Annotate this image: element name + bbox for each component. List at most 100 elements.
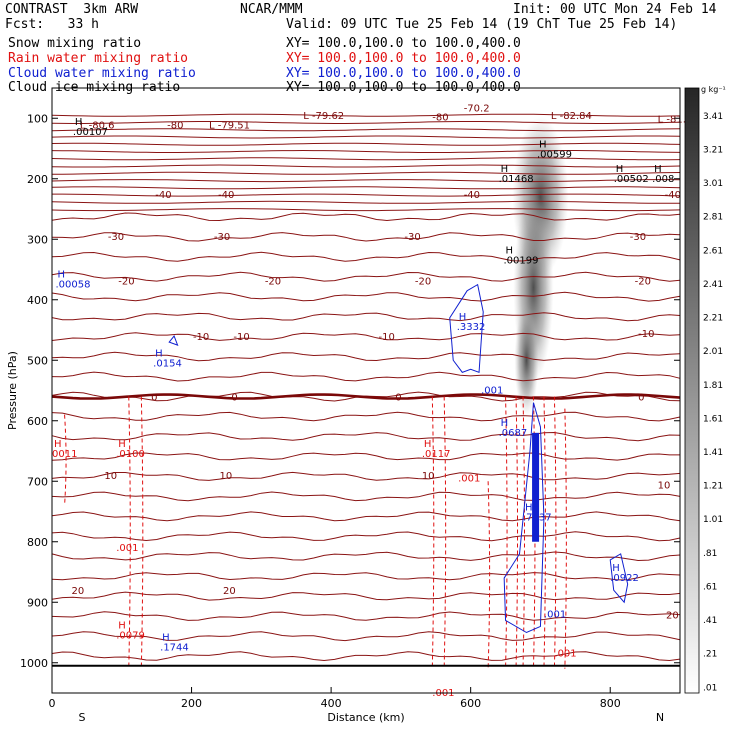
extrema-value-label: .00199: [503, 255, 538, 266]
y-tick-label: 300: [27, 233, 48, 246]
isotherm-label: L -82.84: [551, 111, 592, 122]
rain-contour-line: [543, 396, 546, 669]
isotherm-label: -40: [218, 190, 234, 201]
extrema-value-label: .0922: [610, 573, 639, 584]
colorbar-label: .81: [703, 549, 717, 559]
isotherm-line: [51, 431, 681, 442]
legend-cloud-water-xy: XY= 100.0,100.0 to 100.0,400.0: [286, 66, 521, 81]
y-tick-label: 900: [27, 596, 48, 609]
isotherm-line: [51, 371, 681, 382]
extrema-value-label: .0100: [116, 449, 145, 460]
legend-cloud-water-label: Cloud water mixing ratio: [8, 66, 196, 81]
rain-contour-line: [564, 408, 567, 669]
rain-contour-line: [487, 481, 491, 669]
isotherm-line: [51, 351, 681, 362]
isotherm-label: L -79.51: [209, 120, 250, 131]
isotherm-line: [51, 332, 681, 341]
rain-contour-line: [128, 396, 131, 669]
extrema-value-label: .3332: [457, 322, 486, 333]
isotherm-label: 20: [666, 610, 679, 621]
isotherm-line: [51, 208, 681, 212]
x-tick-label: 0: [49, 697, 56, 710]
extrema-marker: H: [118, 621, 126, 632]
extrema-marker: H: [155, 348, 163, 359]
extrema-value-label: .001: [432, 688, 454, 699]
cloud-water-core: [532, 432, 540, 542]
isotherm-line: [51, 452, 680, 461]
x-axis-label: Distance (km): [327, 711, 404, 724]
init-time: Init: 00 UTC Mon 24 Feb 14: [513, 2, 717, 17]
isotherm-line: [51, 251, 681, 262]
extrema-marker: H: [539, 140, 547, 151]
extrema-value-label: .0687: [499, 428, 528, 439]
isotherm-line: [51, 171, 681, 175]
colorbar-label: 1.01: [703, 515, 723, 525]
forecast-hour: Fcst: 33 h: [5, 17, 99, 32]
colorbar-label: 3.21: [703, 146, 723, 156]
isotherm-line: [51, 471, 681, 481]
isotherm-line: [51, 113, 681, 117]
isotherm-line: [51, 135, 681, 139]
isotherm-line: [51, 312, 681, 322]
isotherm-label: -30: [214, 232, 230, 243]
extrema-marker: H: [505, 245, 513, 256]
rain-contour-line: [443, 396, 447, 669]
isotherm-label: 20: [72, 586, 85, 597]
legend-rain-label: Rain water mixing ratio: [8, 51, 189, 66]
isotherm-label: L -80.6: [80, 120, 115, 131]
colorbar-label: 1.81: [703, 381, 723, 391]
snow-plume-lower: [514, 305, 539, 416]
isotherm-label: 0: [638, 393, 644, 404]
isotherm-label: 10: [422, 471, 435, 482]
colorbar-label: 2.41: [703, 280, 723, 290]
extrema-value-label: 0011: [52, 449, 77, 460]
colorbar-label: 3.41: [703, 112, 723, 122]
isotherm-label: -30: [108, 232, 124, 243]
isotherm-line: [51, 611, 681, 621]
extrema-value-label: .01468: [499, 174, 534, 185]
isotherm-label: -70.2: [464, 103, 490, 114]
y-tick-label: 100: [27, 112, 48, 125]
model-title: CONTRAST 3km ARW: [5, 2, 139, 17]
isotherm-label: -20: [635, 276, 651, 287]
y-tick-label: 200: [27, 173, 48, 186]
extrema-marker: H: [612, 563, 620, 574]
extrema-value-label: .001: [481, 386, 503, 397]
rain-contour-line: [553, 396, 557, 669]
colorbar-label: 2.01: [703, 347, 723, 357]
isotherm-line: [51, 491, 681, 502]
cloud-water-contour: [449, 283, 484, 374]
extrema-marker: H: [57, 270, 65, 281]
isotherm-line: [51, 651, 681, 662]
rain-contour-line: [515, 396, 519, 669]
isotherm-line: [51, 411, 681, 422]
extrema-value-label: .001: [544, 609, 566, 620]
extrema-value-label: .1744: [160, 643, 189, 654]
rain-contour-line: [522, 396, 525, 669]
colorbar-label: 2.61: [703, 246, 723, 256]
x-tick-label: 800: [600, 697, 621, 710]
colorbar-label: 3.01: [703, 179, 723, 189]
isotherm-line: [51, 179, 681, 183]
isotherm-line: [51, 142, 681, 146]
y-axis-label: Pressure (hPa): [6, 351, 19, 430]
extrema-value-label: .0117: [422, 449, 451, 460]
cloud-water-contour: [168, 335, 179, 346]
extrema-marker: H: [501, 164, 509, 175]
cloud-water-contour: [609, 553, 629, 604]
south-label: S: [79, 711, 86, 724]
isotherm-line: [51, 200, 680, 204]
colorbar-label: 2.21: [703, 314, 723, 324]
isotherm-line: [51, 271, 681, 282]
isotherm-line: [51, 128, 681, 132]
isotherm-line: [51, 164, 681, 168]
legend-rain-xy: XY= 100.0,100.0 to 100.0,400.0: [286, 51, 521, 66]
extrema-value-label: .00502: [614, 174, 649, 185]
extrema-marker: H: [525, 503, 533, 514]
valid-time: Valid: 09 UTC Tue 25 Feb 14 (19 ChT Tue …: [286, 17, 678, 32]
isotherm-label: -40: [155, 190, 171, 201]
isotherm-label: -30: [404, 232, 420, 243]
extrema-value-label: .001: [458, 473, 480, 484]
y-tick-label: 700: [27, 475, 48, 488]
rain-contour-line: [505, 396, 508, 669]
